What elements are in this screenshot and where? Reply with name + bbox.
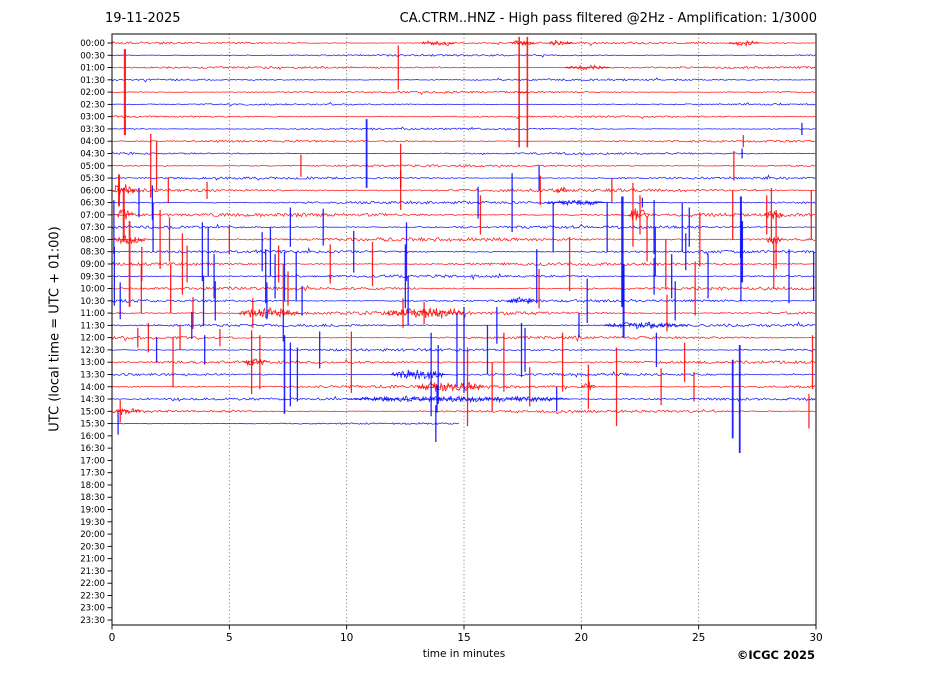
y-tick-label: 09:00 bbox=[80, 260, 105, 270]
y-tick-label: 02:00 bbox=[80, 88, 105, 98]
trace-row-04:30 bbox=[112, 151, 816, 156]
y-tick-label: 19:30 bbox=[80, 518, 105, 528]
trace-row-15:30 bbox=[112, 422, 460, 425]
y-tick-label: 12:30 bbox=[80, 346, 105, 356]
y-tick-label: 09:30 bbox=[80, 272, 105, 282]
copyright: ©ICGC 2025 bbox=[736, 648, 815, 662]
trace-row-07:00 bbox=[112, 212, 816, 218]
y-tick-label: 22:30 bbox=[80, 591, 105, 601]
y-tick-label: 20:00 bbox=[80, 530, 105, 540]
trace-row-06:30 bbox=[112, 200, 816, 205]
y-tick-label: 11:30 bbox=[80, 321, 105, 331]
y-tick-label: 18:00 bbox=[80, 481, 105, 491]
trace-row-04:00 bbox=[112, 139, 816, 143]
y-tick-label: 08:30 bbox=[80, 248, 105, 258]
y-tick-label: 07:30 bbox=[80, 223, 105, 233]
y-tick-label: 01:00 bbox=[80, 64, 105, 74]
trace-rows bbox=[112, 41, 816, 425]
x-axis-label: time in minutes bbox=[422, 648, 506, 660]
y-tick-label: 02:30 bbox=[80, 100, 105, 110]
x-tick-label: 15 bbox=[457, 632, 470, 644]
y-tick-label: 10:30 bbox=[80, 297, 105, 307]
y-tick-label: 12:00 bbox=[80, 334, 105, 344]
y-tick-label: 10:00 bbox=[80, 285, 105, 295]
trace-row-05:00 bbox=[112, 163, 816, 168]
y-tick-label: 05:00 bbox=[80, 162, 105, 172]
trace-row-03:00 bbox=[112, 115, 816, 120]
y-tick-label: 13:30 bbox=[80, 370, 105, 380]
trace-row-02:00 bbox=[112, 90, 816, 96]
y-tick-label: 03:30 bbox=[80, 125, 105, 135]
y-tick-label: 06:00 bbox=[80, 186, 105, 196]
y-tick-label: 22:00 bbox=[80, 579, 105, 589]
y-tick-label: 21:30 bbox=[80, 567, 105, 577]
x-tick-label: 10 bbox=[340, 632, 353, 644]
x-tick-label: 5 bbox=[226, 632, 233, 644]
trace-row-14:30 bbox=[112, 395, 816, 402]
y-tick-label: 16:00 bbox=[80, 432, 105, 442]
trace-row-00:30 bbox=[112, 53, 816, 58]
y-tick-labels: 00:00 00:30 01:00 01:30 02:00 02:30 03:00 03:30… bbox=[80, 39, 112, 626]
trace-row-10:00 bbox=[112, 285, 816, 292]
trace-row-01:30 bbox=[112, 77, 816, 83]
y-tick-label: 03:00 bbox=[80, 113, 105, 123]
trace-row-08:30 bbox=[112, 247, 816, 256]
y-tick-label: 19:00 bbox=[80, 506, 105, 516]
y-tick-label: 06:30 bbox=[80, 199, 105, 209]
station-title: CA.CTRM..HNZ - High pass filtered @2Hz -… bbox=[399, 11, 817, 26]
y-tick-label: 04:30 bbox=[80, 149, 105, 159]
x-tick-label: 20 bbox=[575, 632, 588, 644]
trace-row-06:00 bbox=[112, 187, 816, 193]
date-title: 19-11-2025 bbox=[105, 11, 181, 26]
y-tick-label: 08:00 bbox=[80, 235, 105, 245]
y-tick-label: 15:30 bbox=[80, 420, 105, 430]
x-tick-label: 0 bbox=[109, 632, 116, 644]
y-tick-label: 17:30 bbox=[80, 469, 105, 479]
y-tick-label: 14:30 bbox=[80, 395, 105, 405]
y-tick-label: 17:00 bbox=[80, 456, 105, 466]
trace-row-15:00 bbox=[112, 408, 816, 415]
y-tick-label: 20:30 bbox=[80, 542, 105, 552]
y-tick-label: 01:30 bbox=[80, 76, 105, 86]
y-tick-label: 15:00 bbox=[80, 407, 105, 417]
y-tick-label: 21:00 bbox=[80, 555, 105, 565]
x-tick-label: 25 bbox=[692, 632, 705, 644]
y-tick-label: 07:00 bbox=[80, 211, 105, 221]
y-tick-label: 16:30 bbox=[80, 444, 105, 454]
trace-row-05:30 bbox=[112, 174, 816, 181]
x-tick-labels: 0 5 10 15 20 25 30 bbox=[109, 625, 823, 644]
trace-row-01:00 bbox=[112, 65, 816, 71]
y-tick-label: 23:00 bbox=[80, 604, 105, 614]
trace-row-02:30 bbox=[112, 101, 816, 107]
y-tick-label: 05:30 bbox=[80, 174, 105, 184]
y-tick-label: 23:30 bbox=[80, 616, 105, 626]
y-tick-label: 00:30 bbox=[80, 51, 105, 61]
y-tick-label: 00:00 bbox=[80, 39, 105, 49]
y-tick-label: 04:00 bbox=[80, 137, 105, 147]
y-tick-label: 18:30 bbox=[80, 493, 105, 503]
trace-row-10:30 bbox=[112, 298, 816, 303]
trace-row-09:30 bbox=[112, 272, 816, 281]
y-tick-label: 11:00 bbox=[80, 309, 105, 319]
trace-row-03:30 bbox=[112, 126, 816, 131]
x-tick-label: 30 bbox=[809, 632, 822, 644]
trace-row-00:00 bbox=[112, 41, 816, 47]
event-spikes bbox=[113, 36, 815, 454]
y-tick-label: 14:00 bbox=[80, 383, 105, 393]
y-tick-label: 13:00 bbox=[80, 358, 105, 368]
trace-row-09:00 bbox=[112, 261, 816, 267]
event-bursts bbox=[112, 39, 784, 416]
